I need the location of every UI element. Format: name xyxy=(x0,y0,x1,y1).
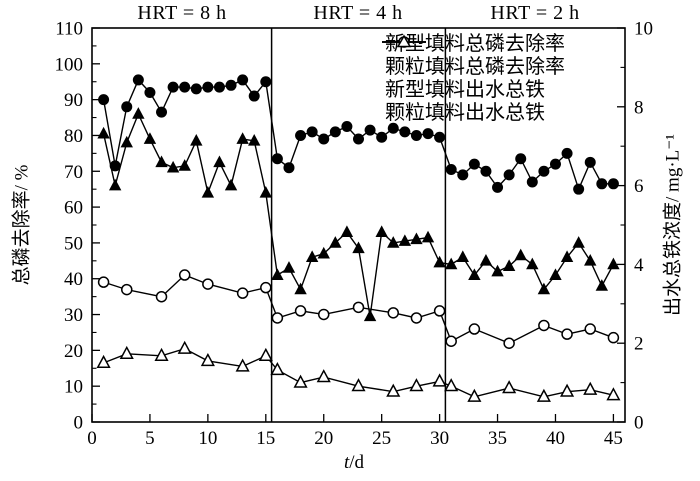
x-axis-title-unit: /d xyxy=(349,452,365,473)
y-right-tick-label: 10 xyxy=(634,19,653,40)
legend-label: 新型填料总磷去除率 xyxy=(385,33,565,55)
y-left-tick-label: 100 xyxy=(55,54,84,75)
x-axis: 0 5 10 15 20 25 30 35 40 45 xyxy=(87,414,623,449)
y-left-tick-label: 70 xyxy=(64,162,83,183)
y-left-tick-label: 40 xyxy=(64,269,83,290)
y-axis-left: 0 10 20 30 40 50 60 70 80 90 100 110 xyxy=(55,19,100,434)
y-right-tick-label: 8 xyxy=(634,97,644,118)
y-right-tick-label: 2 xyxy=(634,334,644,355)
series-granular-media-p-removal xyxy=(97,107,620,322)
section-header-hrt-4h: HRT = 4 h xyxy=(313,2,403,24)
y-left-tick-label: 90 xyxy=(64,90,83,111)
section-header-hrt-2h: HRT = 2 h xyxy=(490,2,580,24)
x-tick-label: 10 xyxy=(198,428,217,449)
y-left-tick-label: 110 xyxy=(55,19,83,40)
x-tick-label: 15 xyxy=(256,428,275,449)
y-right-tick-label: 4 xyxy=(634,255,644,276)
legend-item: 颗粒填料总磷去除率 xyxy=(381,35,565,79)
x-tick-label: 40 xyxy=(546,428,565,449)
x-tick-label: 0 xyxy=(87,428,97,449)
legend-label: 新型填料出水总铁 xyxy=(385,79,545,101)
filled-triangle-markers xyxy=(97,107,620,322)
x-tick-label: 5 xyxy=(145,428,155,449)
series-granular-media-effluent-iron xyxy=(96,340,621,402)
x-tick-label: 25 xyxy=(372,428,391,449)
section-header-hrt-8h: HRT = 8 h xyxy=(137,2,227,24)
y-axis-right: 0 2 4 6 8 10 xyxy=(617,19,653,434)
y-axis-title-right: 出水总铁浓度/ mg·L⁻¹ xyxy=(662,134,684,316)
x-tick-label: 30 xyxy=(430,428,449,449)
x-axis-title-variable: t xyxy=(343,452,350,473)
x-tick-label: 20 xyxy=(314,428,333,449)
filled-circle-markers xyxy=(98,74,619,195)
section-dividers xyxy=(270,28,447,422)
series-new-media-effluent-iron xyxy=(97,269,620,349)
legend: 新型填料总磷去除率 颗粒填料总磷去除率 新型填料出水总铁 颗粒填料出水总铁 xyxy=(381,33,565,125)
open-triangle-legend-icon xyxy=(382,34,426,48)
legend-label: 颗粒填料出水总铁 xyxy=(385,102,545,124)
y-left-tick-label: 50 xyxy=(64,233,83,254)
legend-label: 颗粒填料总磷去除率 xyxy=(385,56,565,78)
x-tick-label: 35 xyxy=(488,428,507,449)
x-axis-title: t/d xyxy=(344,452,364,474)
y-right-tick-label: 0 xyxy=(634,413,644,434)
series-new-media-p-removal xyxy=(98,74,619,195)
y-right-tick-label: 6 xyxy=(634,176,644,197)
y-left-tick-label: 0 xyxy=(74,413,84,434)
y-left-tick-label: 60 xyxy=(64,198,83,219)
x-tick-label: 45 xyxy=(604,428,623,449)
y-left-tick-label: 80 xyxy=(64,126,83,147)
y-left-tick-label: 10 xyxy=(64,377,83,398)
legend-item: 颗粒填料出水总铁 xyxy=(381,34,565,125)
legend-item: 新型填料出水总铁 xyxy=(381,36,565,102)
y-axis-title-left: 总磷去除率/ % xyxy=(11,164,33,286)
open-circle-markers xyxy=(97,269,620,349)
y-left-tick-label: 30 xyxy=(64,305,83,326)
open-triangle-markers xyxy=(96,340,621,402)
y-left-tick-label: 20 xyxy=(64,341,83,362)
